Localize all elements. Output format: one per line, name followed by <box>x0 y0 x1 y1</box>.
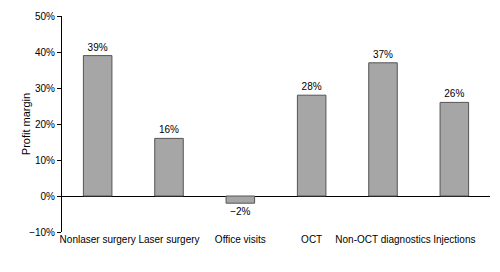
svg-text:Injections: Injections <box>433 234 475 245</box>
svg-text:26%: 26% <box>444 88 464 99</box>
svg-text:Nonlaser surgery: Nonlaser surgery <box>60 234 136 245</box>
svg-text:Laser surgery: Laser surgery <box>138 234 199 245</box>
svg-text:−2%: −2% <box>230 206 250 217</box>
svg-text:16%: 16% <box>159 124 179 135</box>
svg-text:37%: 37% <box>373 49 393 60</box>
svg-text:39%: 39% <box>88 42 108 53</box>
svg-text:30%: 30% <box>35 83 55 94</box>
svg-text:20%: 20% <box>35 119 55 130</box>
svg-text:OCT: OCT <box>301 234 322 245</box>
svg-text:Profit margin: Profit margin <box>20 93 32 155</box>
svg-text:0%: 0% <box>41 191 56 202</box>
svg-text:10%: 10% <box>35 155 55 166</box>
svg-text:28%: 28% <box>302 81 322 92</box>
svg-text:50%: 50% <box>35 11 55 22</box>
svg-text:−10%: −10% <box>29 227 55 238</box>
svg-text:40%: 40% <box>35 47 55 58</box>
svg-text:Office visits: Office visits <box>215 234 266 245</box>
svg-text:Non-OCT diagnostics: Non-OCT diagnostics <box>335 234 430 245</box>
